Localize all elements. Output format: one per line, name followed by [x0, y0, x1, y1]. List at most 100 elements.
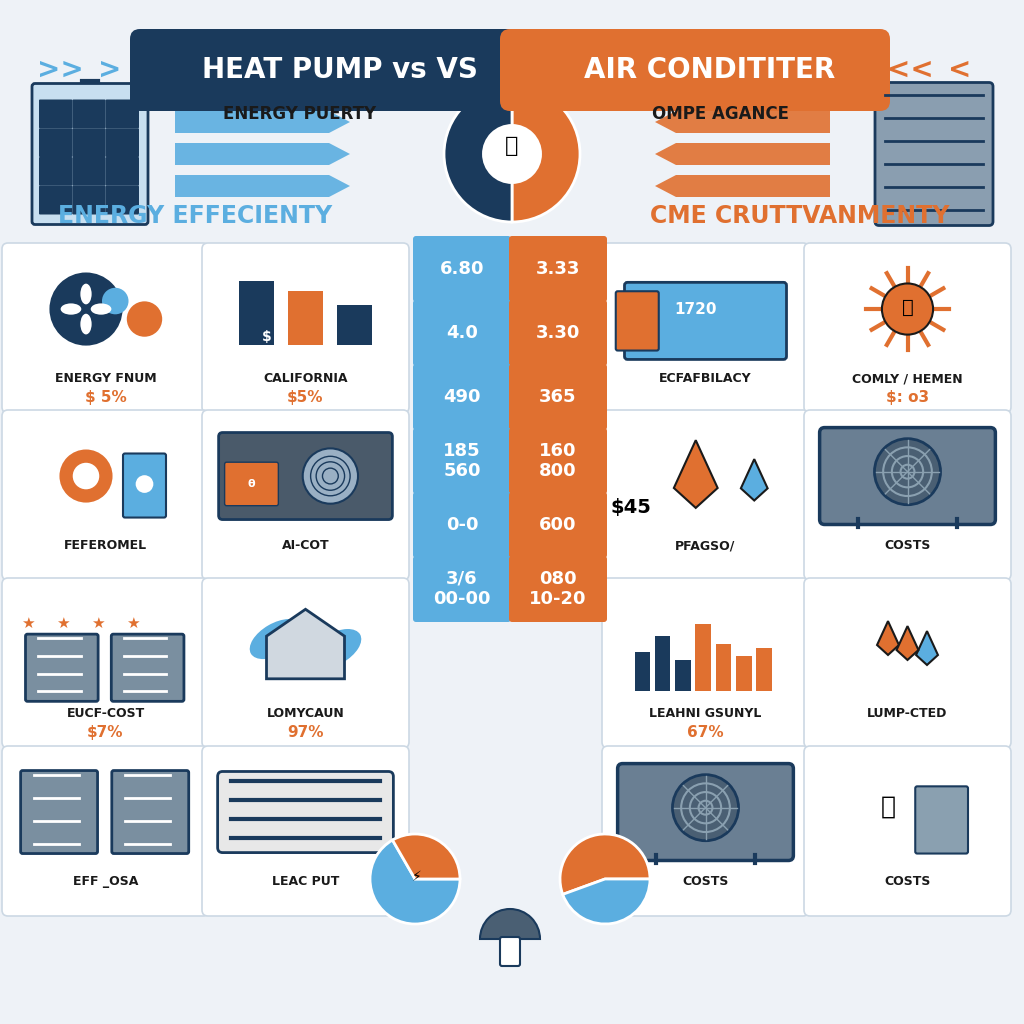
- Ellipse shape: [308, 629, 361, 669]
- FancyBboxPatch shape: [2, 243, 209, 413]
- FancyBboxPatch shape: [509, 556, 607, 622]
- FancyBboxPatch shape: [509, 300, 607, 366]
- Polygon shape: [175, 175, 350, 197]
- Text: 600: 600: [540, 516, 577, 534]
- Text: 185
560: 185 560: [443, 441, 481, 480]
- Text: 3.33: 3.33: [536, 260, 581, 278]
- FancyBboxPatch shape: [32, 84, 148, 224]
- FancyBboxPatch shape: [39, 185, 73, 214]
- FancyBboxPatch shape: [112, 770, 188, 854]
- Text: θ: θ: [248, 479, 255, 488]
- FancyBboxPatch shape: [224, 462, 279, 506]
- FancyBboxPatch shape: [509, 428, 607, 494]
- Text: 0-0: 0-0: [445, 516, 478, 534]
- FancyBboxPatch shape: [602, 578, 809, 748]
- Text: COSTS: COSTS: [682, 876, 729, 888]
- Text: ECFAFBILACY: ECFAFBILACY: [659, 372, 752, 385]
- Ellipse shape: [250, 620, 303, 659]
- Text: ★: ★: [91, 616, 104, 631]
- FancyBboxPatch shape: [20, 770, 97, 854]
- Bar: [337, 305, 372, 345]
- Polygon shape: [655, 175, 830, 197]
- Text: LOMYCAUN: LOMYCAUN: [266, 707, 344, 720]
- Text: 97%: 97%: [288, 725, 324, 740]
- FancyBboxPatch shape: [26, 634, 98, 701]
- Text: $ 5%: $ 5%: [85, 390, 126, 406]
- FancyBboxPatch shape: [2, 578, 209, 748]
- Text: AIR CONDITITER: AIR CONDITITER: [584, 56, 836, 84]
- Text: ★: ★: [20, 616, 35, 631]
- Circle shape: [673, 775, 738, 841]
- Text: <<: <<: [887, 56, 933, 84]
- Text: LEAC PUT: LEAC PUT: [271, 876, 339, 888]
- FancyBboxPatch shape: [819, 428, 995, 524]
- Bar: [654, 636, 671, 691]
- Text: HEAT PUMP vs VS: HEAT PUMP vs VS: [202, 56, 478, 84]
- Text: ENERGY EFFECIENTY: ENERGY EFFECIENTY: [58, 204, 332, 228]
- Ellipse shape: [80, 284, 91, 304]
- Circle shape: [73, 463, 99, 489]
- Text: COSTS: COSTS: [885, 876, 931, 888]
- Wedge shape: [480, 909, 540, 939]
- FancyBboxPatch shape: [39, 157, 73, 185]
- FancyBboxPatch shape: [202, 243, 409, 413]
- Circle shape: [59, 450, 113, 503]
- FancyBboxPatch shape: [602, 410, 809, 580]
- Ellipse shape: [60, 303, 81, 314]
- Polygon shape: [655, 111, 830, 133]
- Polygon shape: [897, 626, 919, 659]
- Text: <: <: [948, 56, 972, 84]
- FancyBboxPatch shape: [219, 432, 392, 519]
- Bar: [716, 644, 731, 691]
- Text: ★: ★: [55, 616, 70, 631]
- Text: $: o3: $: o3: [886, 390, 929, 406]
- Text: 🔥: 🔥: [901, 298, 913, 316]
- FancyBboxPatch shape: [413, 492, 511, 558]
- Bar: [288, 291, 323, 345]
- Circle shape: [882, 284, 933, 335]
- Wedge shape: [370, 840, 460, 924]
- Polygon shape: [175, 111, 350, 133]
- FancyBboxPatch shape: [2, 410, 209, 580]
- Text: ⚡: ⚡: [412, 870, 422, 884]
- FancyBboxPatch shape: [73, 99, 105, 128]
- Text: COSTS: COSTS: [885, 539, 931, 552]
- Wedge shape: [392, 834, 460, 879]
- FancyBboxPatch shape: [500, 29, 890, 111]
- Text: LUMP-CTED: LUMP-CTED: [867, 707, 947, 720]
- Bar: [756, 648, 772, 691]
- Circle shape: [127, 301, 162, 337]
- Wedge shape: [512, 86, 580, 222]
- FancyBboxPatch shape: [413, 428, 511, 494]
- Circle shape: [483, 126, 541, 182]
- Text: AI-COT: AI-COT: [282, 539, 330, 552]
- Polygon shape: [266, 609, 344, 679]
- FancyBboxPatch shape: [602, 746, 809, 916]
- FancyBboxPatch shape: [202, 410, 409, 580]
- Bar: [736, 656, 752, 691]
- FancyBboxPatch shape: [617, 764, 794, 860]
- FancyBboxPatch shape: [130, 29, 520, 111]
- Text: LEAHNI GSUNYL: LEAHNI GSUNYL: [649, 707, 762, 720]
- Text: ENERGY PUERTY: ENERGY PUERTY: [223, 105, 377, 123]
- Ellipse shape: [80, 313, 91, 335]
- FancyBboxPatch shape: [73, 157, 105, 185]
- FancyBboxPatch shape: [500, 937, 520, 966]
- FancyBboxPatch shape: [509, 236, 607, 302]
- Text: 1720: 1720: [675, 301, 717, 316]
- FancyBboxPatch shape: [615, 291, 658, 350]
- Polygon shape: [916, 631, 938, 665]
- Text: OMPE AGANCE: OMPE AGANCE: [651, 105, 788, 123]
- Text: $7%: $7%: [87, 725, 124, 740]
- FancyBboxPatch shape: [202, 746, 409, 916]
- FancyBboxPatch shape: [509, 492, 607, 558]
- Wedge shape: [560, 834, 650, 894]
- Text: $45: $45: [611, 498, 652, 517]
- Circle shape: [127, 466, 162, 502]
- FancyBboxPatch shape: [39, 128, 73, 157]
- Polygon shape: [674, 440, 718, 508]
- FancyBboxPatch shape: [509, 364, 607, 430]
- Text: 080
10-20: 080 10-20: [529, 569, 587, 608]
- Text: EUCF-COST: EUCF-COST: [67, 707, 144, 720]
- Bar: [675, 659, 690, 691]
